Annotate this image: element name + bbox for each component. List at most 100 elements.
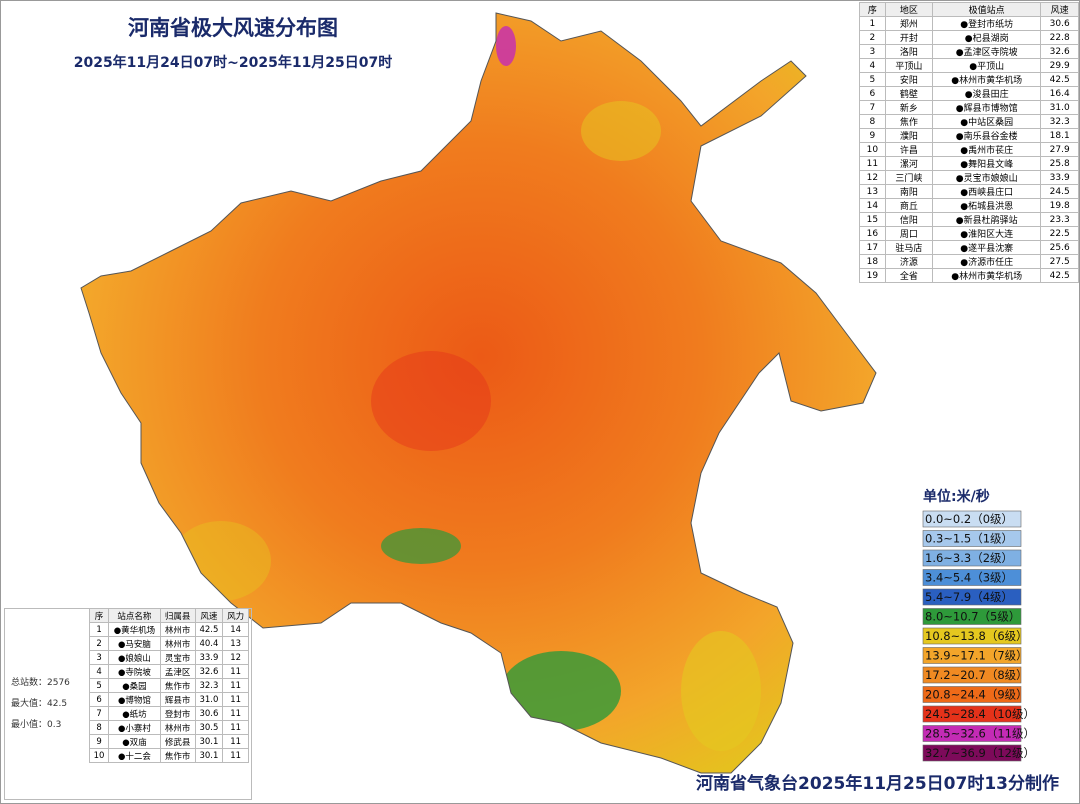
legend-swatch [922, 686, 1022, 703]
table-row: 2 ●马安脑 林州市 40.4 13 [88, 636, 249, 651]
table-cell: 开封 [884, 30, 934, 45]
table-row: 10 ●十二会 焦作市 30.1 11 [88, 748, 249, 763]
table-cell: 新乡 [884, 100, 934, 115]
table-cell: 12 [859, 170, 886, 185]
table-cell: ●柘城县洪恩 [931, 198, 1042, 213]
table-row: 14 商丘 ●柘城县洪恩 19.8 [859, 198, 1079, 213]
table-cell: 7 [88, 706, 110, 721]
table-cell: 辉县市 [159, 692, 196, 707]
legend-label: 8.0~10.7（5级） [925, 610, 1020, 624]
table-cell: 信阳 [884, 212, 934, 227]
column-header: 风速 [194, 608, 224, 623]
table-cell: 11 [222, 748, 249, 763]
table-cell: 鹤壁 [884, 86, 934, 101]
legend-swatch [922, 588, 1022, 606]
table-cell: 18.1 [1040, 128, 1079, 143]
table-cell: 漯河 [884, 156, 934, 171]
column-header: 地区 [884, 2, 934, 17]
table-cell: 郑州 [884, 16, 934, 31]
table-row: 1 郑州 ●登封市纸坊 30.6 [859, 16, 1079, 31]
table-cell: ●平顶山 [931, 58, 1042, 73]
table-cell: 孟津区 [159, 664, 196, 679]
legend-label: 5.4~7.9（4级） [925, 590, 1013, 604]
legend: 单位:米/秒 0.0~0.2（0级） 0.3~1.5（1级） 1.6~3.3（2级） 3… [922, 488, 1035, 762]
table-cell: 27.9 [1040, 142, 1079, 157]
station-table: 序站点名称 归属县 风速 风力 1 ●黄华机场 林州市 42.5 14 2 ●马安脑 林州市 40.4 1… [88, 608, 249, 763]
table-cell: ●西峡县庄口 [931, 184, 1042, 199]
table-cell: 驻马店 [884, 240, 934, 255]
table-cell: 5 [88, 678, 110, 693]
table-cell: 30.1 [194, 734, 224, 749]
table-cell: 23.3 [1040, 212, 1079, 227]
table-cell: 4 [88, 664, 110, 679]
table-row: 4 平顶山 ●平顶山 29.9 [859, 58, 1079, 73]
table-cell: 商丘 [884, 198, 934, 213]
table-cell: ●登封市纸坊 [931, 16, 1042, 31]
column-header: 站点名称 [108, 608, 161, 623]
table-cell: 25.6 [1040, 240, 1079, 255]
legend-label: 3.4~5.4（3级） [925, 571, 1013, 585]
table-cell: ●桑园 [108, 678, 161, 693]
table-cell: 焦作市 [159, 748, 196, 763]
table-cell: ●马安脑 [108, 636, 161, 651]
table-cell: 32.6 [194, 664, 224, 679]
table-cell: 安阳 [884, 72, 934, 87]
table-cell: 42.5 [194, 622, 224, 637]
table-cell: ●小寨村 [108, 720, 161, 735]
table-cell: 22.5 [1040, 226, 1079, 241]
table-row: 15 信阳 ●新县杜鹃驿站 23.3 [859, 212, 1079, 227]
legend-swatch [922, 627, 1022, 645]
table-cell: 南阳 [884, 184, 934, 199]
table-row: 19 全省 ●林州市黄华机场 42.5 [859, 268, 1079, 283]
table-row: 17 驻马店 ●遂平县沈寨 25.6 [859, 240, 1079, 255]
stat-text: 总站数：2576 [11, 678, 70, 688]
legend-label: 0.0~0.2（0级） [925, 512, 1013, 526]
table-cell: 3 [859, 44, 886, 59]
table-cell: 济源 [884, 254, 934, 269]
legend-swatch [922, 510, 1022, 528]
legend-swatch [922, 744, 1022, 762]
table-row: 12 三门峡 ●灵宝市娘娘山 33.9 [859, 170, 1079, 185]
map-subtitle: 2025年11月24日07时~2025年11月25日07时 [74, 54, 393, 71]
column-header: 风速 [1040, 2, 1079, 17]
table-row: 13 南阳 ●西峡县庄口 24.5 [859, 184, 1079, 199]
table-cell: ●孟津区寺院坡 [931, 44, 1042, 59]
table-cell: 32.3 [194, 678, 224, 693]
table-cell: ●博物馆 [108, 692, 161, 707]
column-header: 极值站点 [931, 2, 1042, 17]
table-cell: 10 [88, 748, 110, 763]
legend-label: 1.6~3.3（2级） [925, 551, 1013, 565]
stat-text: 最大值：42.5 [11, 699, 68, 709]
table-cell: ●杞县湖岗 [931, 30, 1042, 45]
table-cell: 濮阳 [884, 128, 934, 143]
table-cell: ●浚县田庄 [931, 86, 1042, 101]
table-cell: 42.5 [1040, 72, 1079, 87]
table-cell: ●新县杜鹃驿站 [931, 212, 1042, 227]
table-cell: 11 [222, 692, 249, 707]
table-cell: 33.9 [194, 650, 224, 665]
legend-swatch [922, 569, 1022, 586]
column-header: 序 [88, 608, 110, 623]
legend-label: 24.5~28.4（10级） [925, 707, 1035, 721]
map-title: 河南省极大风速分布图 [128, 16, 338, 40]
table-cell: 平顶山 [884, 58, 934, 73]
table-cell: 25.8 [1040, 156, 1079, 171]
table-row: 8 ●小寨村 林州市 30.5 11 [88, 720, 249, 735]
table-cell: 32.6 [1040, 44, 1079, 59]
table-cell: 14 [222, 622, 249, 637]
table-cell: ●纸坊 [108, 706, 161, 721]
table-cell: ●淮阳区大连 [931, 226, 1042, 241]
table-cell: ●娘娘山 [108, 650, 161, 665]
table-cell: 32.3 [1040, 114, 1079, 129]
table-cell: 周口 [884, 226, 934, 241]
table-cell: 林州市 [159, 720, 196, 735]
footer: 河南省气象台2025年11月25日07时13分制作 [696, 773, 1059, 794]
table-row: 18 济源 ●济源市任庄 27.5 [859, 254, 1079, 269]
table-row: 8 焦作 ●中站区桑园 32.3 [859, 114, 1079, 129]
table-cell: 1 [859, 16, 886, 31]
table-cell: 15 [859, 212, 886, 227]
table-cell: ●林州市黄华机场 [931, 268, 1042, 283]
legend-label: 0.3~1.5（1级） [925, 532, 1013, 546]
table-cell: 11 [222, 706, 249, 721]
table-row: 1 ●黄华机场 林州市 42.5 14 [88, 622, 249, 637]
